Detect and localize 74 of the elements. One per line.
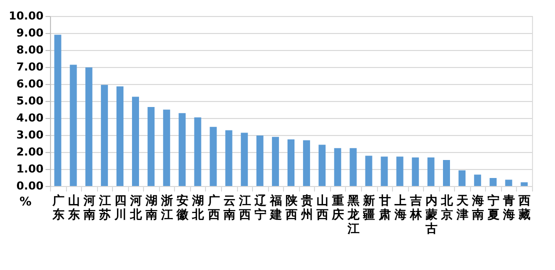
bar <box>178 113 186 186</box>
x-tick-label: 广东 <box>51 194 64 222</box>
y-tick-label: 8.00 <box>16 44 44 56</box>
bar <box>490 178 497 186</box>
y-tick-label: 0.00 <box>16 180 44 192</box>
bar <box>350 148 357 186</box>
bar <box>85 67 92 186</box>
bar <box>303 140 310 186</box>
bar <box>380 156 388 186</box>
x-tick-label: 四川 <box>113 194 126 222</box>
bar <box>288 139 294 186</box>
x-tick-label: 上海 <box>393 194 406 222</box>
bar <box>334 148 342 186</box>
y-tick-label: 2.00 <box>16 146 44 158</box>
bar <box>100 84 108 186</box>
bar <box>54 34 62 186</box>
bar <box>365 156 372 186</box>
x-tick-label: 浙江 <box>160 194 174 222</box>
x-tick-label: 江苏 <box>98 194 111 222</box>
x-tick-label: 山东 <box>66 194 80 222</box>
bar <box>70 64 77 186</box>
bar <box>116 86 124 186</box>
x-tick-label: 黑龙江 <box>346 194 361 236</box>
bar <box>427 157 434 186</box>
bar <box>225 130 232 186</box>
x-tick-label: 海南 <box>471 194 484 222</box>
bar <box>520 182 528 186</box>
bar <box>148 106 155 186</box>
bar <box>272 136 279 186</box>
y-axis-title: % <box>19 194 32 208</box>
bar <box>256 136 264 186</box>
x-tick-label: 甘肃 <box>378 194 391 222</box>
x-tick-label: 福建 <box>268 194 282 222</box>
x-tick-label: 辽宁 <box>253 194 268 222</box>
x-tick-label: 宁夏 <box>486 194 500 222</box>
y-tick-label: 4.00 <box>16 112 44 124</box>
x-tick-label: 广西 <box>206 194 220 222</box>
x-tick-label: 云南 <box>222 194 236 222</box>
bar <box>474 174 482 186</box>
bar <box>163 110 170 186</box>
x-tick-label: 湖南 <box>144 194 158 222</box>
x-tick-label: 重庆 <box>331 194 344 222</box>
x-tick-label: 内蒙古 <box>424 194 438 236</box>
y-tick-label: 6.00 <box>16 78 44 90</box>
x-tick-label: 新疆 <box>362 194 376 222</box>
bar <box>442 160 450 186</box>
x-tick-label: 贵州 <box>300 194 314 222</box>
bar <box>458 170 466 186</box>
y-tick-label: 7.00 <box>16 60 44 74</box>
x-tick-label: 天津 <box>456 194 470 222</box>
x-tick-label: 湖北 <box>191 194 206 222</box>
x-tick-label: 青海 <box>502 194 516 222</box>
x-tick-label: 河北 <box>129 194 144 222</box>
x-tick-label: 西藏 <box>518 194 531 222</box>
bar <box>412 157 419 186</box>
y-tick-label: 9.00 <box>16 26 44 40</box>
y-tick-label: 1.00 <box>16 162 44 176</box>
bar <box>240 132 248 186</box>
x-tick-label: 河南 <box>82 194 96 222</box>
x-tick-label: 北京 <box>440 194 454 222</box>
bar <box>132 96 140 186</box>
bar <box>194 117 202 186</box>
y-tick-label: 10.00 <box>8 10 44 22</box>
bar <box>210 126 217 186</box>
x-tick-label: 安徽 <box>176 194 190 222</box>
x-tick-label: 陕西 <box>284 194 298 222</box>
x-tick-label: 吉林 <box>408 194 423 222</box>
x-tick-label: 山西 <box>316 194 329 222</box>
bar <box>396 156 404 186</box>
y-tick-label: 5.00 <box>16 94 44 108</box>
y-tick-label: 3.00 <box>16 128 44 142</box>
x-tick-label: 江西 <box>238 194 251 222</box>
bar <box>505 180 512 186</box>
bar <box>318 144 326 186</box>
